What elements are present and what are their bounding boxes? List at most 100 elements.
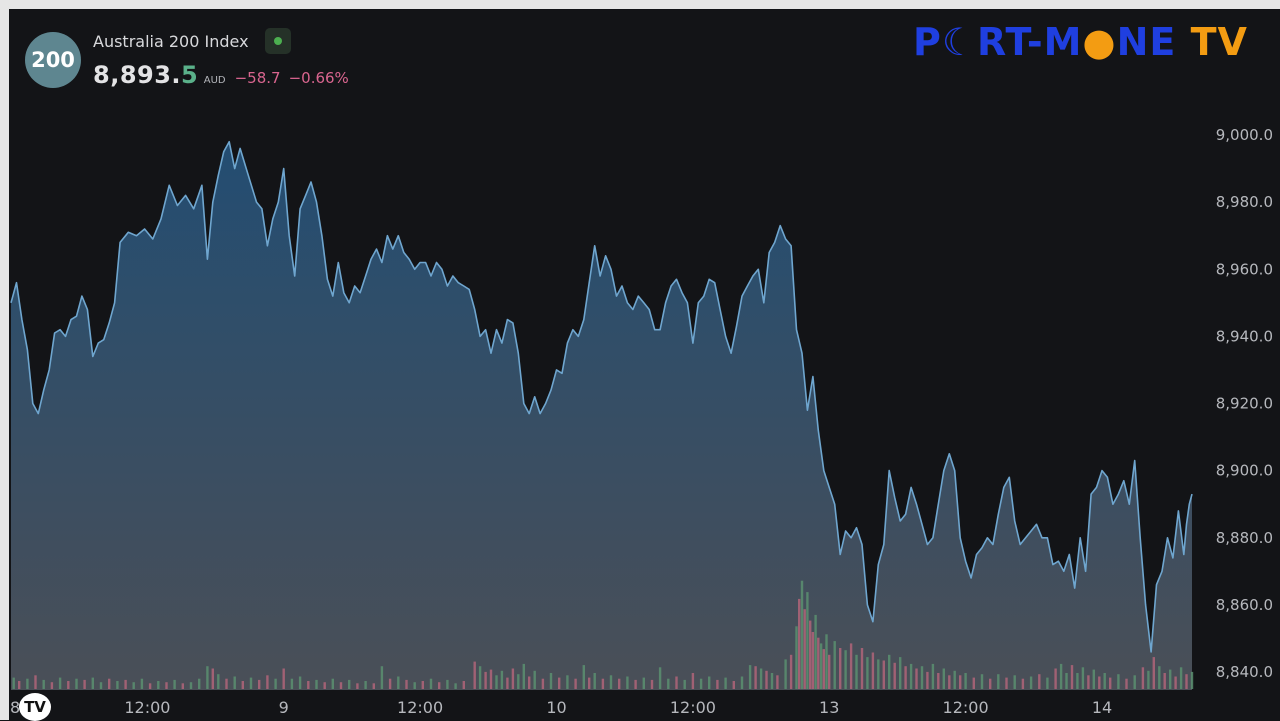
volume-bar — [1103, 673, 1106, 689]
volume-bar — [274, 678, 277, 689]
volume-bar — [225, 678, 228, 689]
volume-bar — [473, 661, 476, 689]
tradingview-logo-icon[interactable]: TV — [19, 693, 51, 721]
volume-bar — [1076, 673, 1079, 689]
watermark-sun-icon: ● — [1082, 20, 1117, 64]
price-line: 8,893. 5 AUD −58.7 −0.66% — [93, 61, 349, 89]
volume-bar — [558, 677, 561, 689]
symbol-badge[interactable]: 200 — [25, 32, 81, 88]
volume-bar — [454, 683, 457, 689]
volume-bar — [1081, 667, 1085, 689]
volume-bar — [871, 652, 875, 689]
last-price: 8,893. — [93, 61, 182, 89]
volume-bar — [582, 665, 585, 689]
market-open-dot-icon — [274, 37, 282, 45]
x-tick-label: 12:00 — [943, 698, 989, 717]
volume-bar — [732, 681, 735, 689]
volume-bar — [989, 678, 992, 689]
volume-bar — [997, 674, 1000, 689]
volume-bar — [691, 673, 695, 689]
volume-bar — [58, 677, 62, 689]
volume-bar — [964, 673, 967, 689]
volume-bar — [1038, 674, 1041, 689]
volume-bar — [1133, 675, 1136, 689]
volume-bar — [699, 678, 703, 689]
volume-bar — [789, 654, 793, 689]
volume-bar — [1190, 671, 1194, 689]
symbol-name[interactable]: Australia 200 Index — [93, 32, 249, 51]
volume-bar — [307, 681, 310, 689]
volume-bar — [198, 678, 201, 689]
volume-bar — [1021, 678, 1025, 689]
volume-bar — [765, 670, 768, 689]
volume-bar — [1163, 673, 1166, 689]
left-border — [0, 0, 9, 720]
volume-bar — [866, 657, 869, 689]
volume-bar — [282, 668, 285, 689]
volume-bar — [388, 678, 392, 689]
volume-bar — [189, 682, 193, 689]
volume-bar — [348, 679, 351, 689]
y-tick-label: 8,920.0 — [1216, 395, 1273, 413]
volume-bar — [249, 677, 253, 689]
price-change: −58.7 — [234, 69, 281, 87]
area-layer — [11, 141, 1192, 690]
volume-bar — [860, 648, 864, 689]
x-tick-label: 14 — [1092, 698, 1112, 717]
volume-bar — [888, 654, 891, 689]
volume-bar — [972, 677, 975, 689]
volume-bar — [708, 676, 711, 689]
volume-bar — [1158, 666, 1161, 689]
volume-bar — [522, 663, 525, 689]
volume-bar — [506, 677, 509, 689]
volume-bar — [825, 634, 828, 689]
volume-bar — [50, 682, 54, 689]
volume-bar — [157, 681, 160, 689]
volume-bar — [489, 669, 493, 689]
volume-bar — [478, 666, 482, 689]
watermark-part: NE — [1116, 20, 1177, 64]
volume-bar — [618, 678, 621, 689]
volume-bar — [397, 676, 400, 689]
volume-bar — [800, 580, 804, 689]
x-tick-label: 8 — [10, 698, 20, 717]
volume-bar — [1087, 675, 1090, 689]
volume-bar — [116, 681, 119, 689]
volume-bar — [18, 681, 21, 689]
currency-label: AUD — [203, 75, 226, 86]
y-tick-label: 8,880.0 — [1216, 529, 1273, 547]
volume-bar — [822, 649, 825, 689]
volume-bar — [91, 677, 94, 689]
volume-bar — [500, 670, 504, 689]
volume-bar — [528, 676, 531, 689]
volume-bar — [601, 678, 605, 689]
volume-bar — [809, 620, 812, 689]
volume-layer — [12, 580, 1194, 689]
volume-bar — [1029, 676, 1033, 689]
volume-bar — [953, 670, 956, 689]
volume-bar — [833, 641, 836, 689]
volume-bar — [980, 674, 984, 689]
volume-bar — [748, 665, 752, 689]
volume-bar — [75, 678, 78, 689]
volume-bar — [1098, 676, 1101, 689]
market-status-indicator[interactable] — [265, 28, 291, 54]
volume-bar — [266, 675, 269, 689]
volume-bar — [1141, 667, 1145, 689]
volume-bar — [849, 643, 853, 689]
volume-bar — [1152, 657, 1155, 689]
volume-bar — [634, 679, 637, 689]
volume-bar — [315, 679, 318, 689]
volume-bar — [217, 674, 220, 689]
volume-bar — [211, 668, 214, 689]
volume-bar — [814, 614, 817, 689]
volume-bar — [298, 676, 302, 689]
volume-bar — [819, 643, 823, 689]
volume-bar — [817, 637, 820, 689]
volume-bar — [421, 681, 424, 689]
volume-bar — [26, 678, 29, 689]
volume-bar — [959, 675, 962, 689]
x-tick-label: 12:00 — [124, 698, 170, 717]
volume-bar — [132, 682, 135, 689]
